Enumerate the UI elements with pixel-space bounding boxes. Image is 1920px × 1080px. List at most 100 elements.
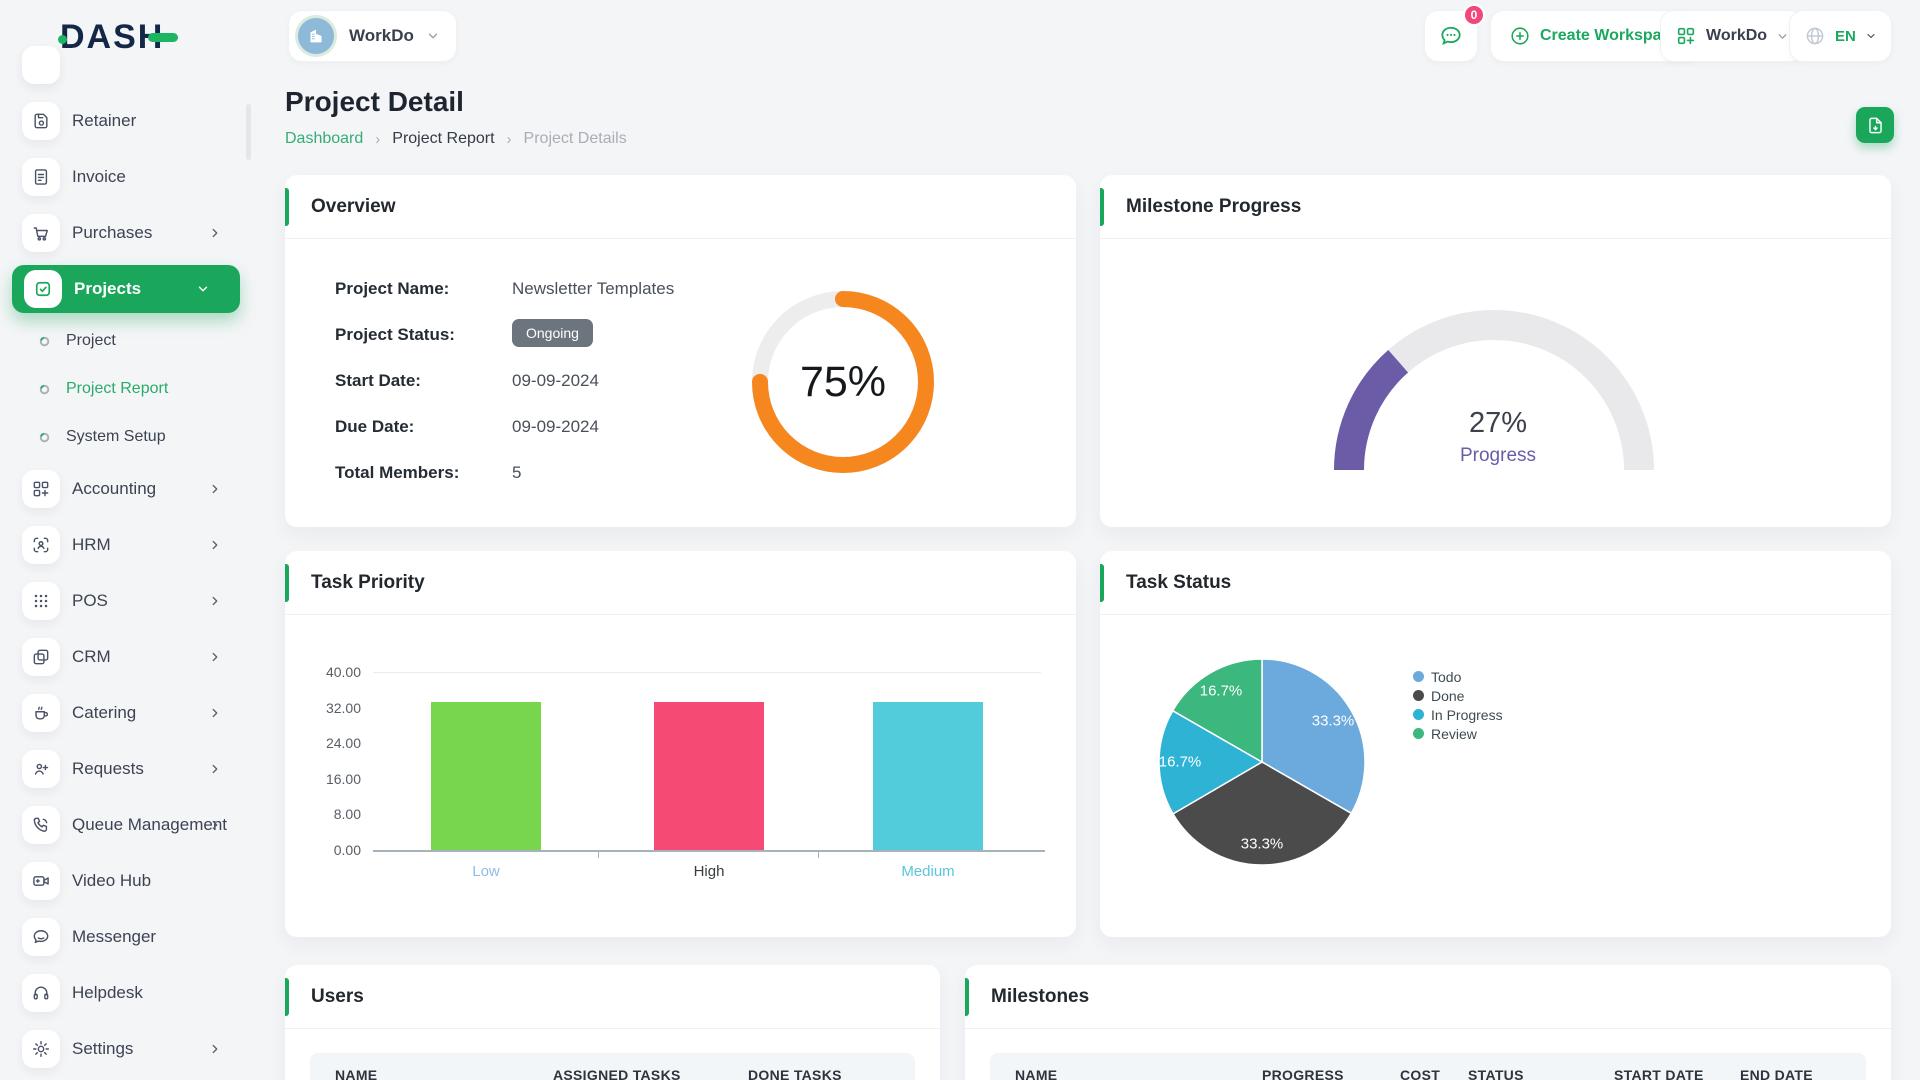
task-status-card-title: Task Status	[1126, 571, 1232, 593]
language-label: EN	[1835, 27, 1856, 45]
overview-card-header: Overview	[285, 175, 1076, 239]
status-badge: Ongoing	[512, 319, 593, 347]
language-selector[interactable]: EN	[1789, 10, 1892, 62]
headset-icon	[22, 974, 60, 1012]
sidebar-subitem-project[interactable]: Project	[0, 321, 252, 361]
x-axis-tick-mark	[818, 852, 819, 858]
top-bar: DASH WorkDo 0 Create Workspace WorkDo EN	[0, 0, 1920, 74]
legend-dot	[1413, 728, 1424, 739]
pie-slice-done[interactable]	[1171, 761, 1353, 866]
overview-card: Overview Project Name: Newsletter Templa…	[285, 175, 1076, 527]
chevron-right-separator: ›	[506, 130, 512, 148]
sidebar-item-accounting[interactable]: Accounting	[0, 465, 252, 513]
field-label: Total Members:	[335, 463, 460, 482]
field-label: Start Date:	[335, 371, 421, 390]
sidebar-subitem-label: System Setup	[66, 428, 166, 445]
pie-slice-todo[interactable]	[1261, 658, 1366, 815]
field-label: Project Status:	[335, 325, 455, 344]
y-axis-tick: 8.00	[333, 806, 361, 822]
legend-label: Review	[1431, 725, 1477, 742]
completion-donut-chart[interactable]: 75%	[743, 282, 943, 482]
sidebar-item-label: Invoice	[72, 167, 126, 186]
sidebar-item-hrm[interactable]: HRM	[0, 521, 252, 569]
sidebar-item-queue-management[interactable]: Queue Management	[0, 801, 252, 849]
legend-item-review[interactable]: Review	[1413, 724, 1503, 743]
legend-item-in-progress[interactable]: In Progress	[1413, 705, 1503, 724]
task-status-card: Task Status 33.3% 33.3% 16.7% 16.7% Todo…	[1100, 551, 1891, 937]
sidebar-item-label: Queue Management	[72, 815, 227, 834]
chevron-right-icon	[212, 540, 218, 550]
legend-item-todo[interactable]: Todo	[1413, 667, 1503, 686]
breadcrumb: Dashboard › Project Report › Project Det…	[285, 130, 627, 148]
milestone-gauge-chart[interactable]	[1304, 280, 1684, 480]
legend-dot	[1413, 709, 1424, 720]
column-header-assigned-tasks: ASSIGNED TASKS	[553, 1067, 681, 1080]
sidebar-item-invoice[interactable]: Invoice	[0, 153, 252, 201]
sidebar-item-label: Projects	[74, 279, 142, 298]
sidebar-item-purchases[interactable]: Purchases	[0, 209, 252, 257]
bar-low[interactable]	[431, 701, 541, 850]
card-accent-bar	[1100, 188, 1104, 226]
sidebar-subitem-project-report[interactable]: Project Report	[0, 369, 252, 409]
sidebar-item-crm[interactable]: CRM	[0, 633, 252, 681]
field-label: Due Date:	[335, 417, 415, 436]
sidebar-item-retainer[interactable]: Retainer	[0, 97, 252, 145]
create-workspace-label: Create Workspace	[1540, 27, 1680, 44]
grid-plus-icon	[22, 470, 60, 508]
workspace-menu-button[interactable]: WorkDo	[1660, 10, 1805, 62]
milestones-card: Milestones NAME PROGRESS COST STATUS STA…	[965, 965, 1891, 1080]
field-value: 09-09-2024	[512, 371, 599, 390]
users-card-title: Users	[311, 985, 364, 1007]
page-title: Project Detail	[285, 86, 464, 117]
legend-label: Todo	[1431, 668, 1462, 685]
task-status-card-header: Task Status	[1100, 551, 1891, 615]
pie-slice-in-progress[interactable]	[1158, 709, 1264, 815]
sidebar-scrollbar[interactable]	[246, 104, 251, 160]
workspace-selector[interactable]: WorkDo	[288, 10, 457, 62]
breadcrumb-project-report-link[interactable]: Project Report	[392, 130, 495, 147]
pie-slice-review[interactable]	[1171, 658, 1263, 764]
messages-button[interactable]: 0	[1424, 4, 1485, 62]
dots-grid-icon	[22, 582, 60, 620]
export-report-button[interactable]	[1856, 107, 1894, 143]
column-header-name: NAME	[335, 1067, 378, 1080]
chevron-right-icon	[212, 708, 218, 718]
column-header-name: NAME	[1015, 1067, 1058, 1080]
sidebar-subitem-system-setup[interactable]: System Setup	[0, 417, 252, 457]
sidebar-item-label: Settings	[72, 1039, 134, 1058]
video-camera-icon	[22, 862, 60, 900]
building-avatar-icon	[295, 15, 337, 57]
app-logo[interactable]: DASH	[58, 16, 179, 58]
invoice-file-icon	[22, 158, 60, 196]
column-header-status: STATUS	[1468, 1067, 1524, 1080]
bar-medium[interactable]	[873, 701, 983, 850]
user-plus-icon	[22, 750, 60, 788]
breadcrumb-dashboard-link[interactable]: Dashboard	[285, 130, 364, 147]
users-card-header: Users	[285, 965, 940, 1029]
pie-slice-label-done: 33.3%	[1240, 835, 1284, 853]
coffee-cup-icon	[22, 694, 60, 732]
legend-label: In Progress	[1431, 706, 1503, 723]
sidebar-item-video-hub[interactable]: Video Hub	[0, 857, 252, 905]
legend-item-done[interactable]: Done	[1413, 686, 1503, 705]
sidebar-item-requests[interactable]: Requests	[0, 745, 252, 793]
legend-label: Done	[1431, 687, 1465, 704]
column-header-progress: PROGRESS	[1262, 1067, 1344, 1080]
bar-high[interactable]	[654, 701, 764, 850]
overlap-squares-icon	[22, 638, 60, 676]
sidebar-item-projects[interactable]: Projects	[12, 265, 240, 313]
sidebar-item-settings[interactable]: Settings	[0, 1025, 252, 1073]
ring-bullet-icon	[39, 432, 50, 442]
sidebar-item-catering[interactable]: Catering	[0, 689, 252, 737]
sidebar-item-pos[interactable]: POS	[0, 577, 252, 625]
sidebar-item-label: Requests	[72, 759, 144, 778]
card-accent-bar	[285, 188, 289, 226]
project-name-row: Project Name: Newsletter Templates	[335, 279, 755, 299]
sidebar-item-messenger[interactable]: Messenger	[0, 913, 252, 961]
pie-slice-label-review: 16.7%	[1199, 682, 1243, 700]
milestone-card-header: Milestone Progress	[1100, 175, 1891, 239]
y-axis-tick: 16.00	[325, 771, 361, 787]
chevron-right-separator: ›	[375, 130, 381, 148]
chevron-right-icon	[212, 596, 218, 606]
sidebar-item-helpdesk[interactable]: Helpdesk	[0, 969, 252, 1017]
